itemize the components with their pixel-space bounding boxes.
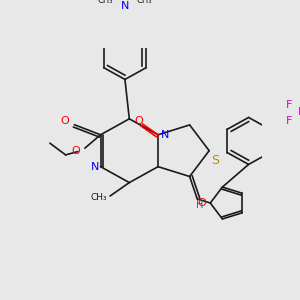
Text: H: H — [196, 200, 203, 210]
Text: CH₃: CH₃ — [136, 0, 152, 5]
Text: O: O — [197, 198, 206, 208]
Text: O: O — [134, 116, 142, 126]
Text: F: F — [286, 100, 292, 110]
Text: N: N — [121, 1, 129, 10]
Text: S: S — [211, 154, 219, 167]
Text: CH₃: CH₃ — [98, 0, 113, 5]
Text: N: N — [90, 162, 99, 172]
Text: F: F — [286, 116, 292, 126]
Text: CH₃: CH₃ — [91, 193, 107, 202]
Text: N: N — [161, 130, 169, 140]
Text: O: O — [72, 146, 80, 156]
Text: O: O — [60, 116, 69, 126]
Text: F: F — [298, 107, 300, 117]
